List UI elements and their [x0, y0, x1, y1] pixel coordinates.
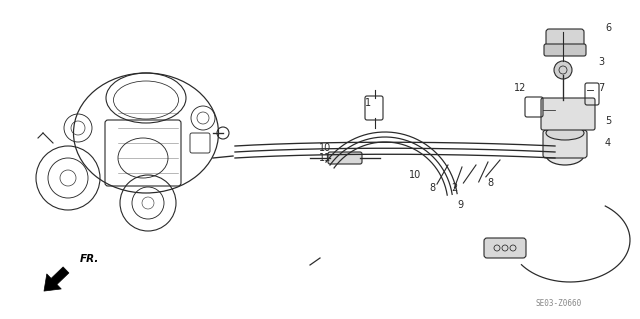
Circle shape: [554, 61, 572, 79]
Text: 3: 3: [598, 57, 604, 67]
FancyBboxPatch shape: [546, 29, 584, 51]
Text: 9: 9: [457, 200, 463, 210]
Text: FR.: FR.: [80, 254, 99, 264]
FancyBboxPatch shape: [541, 98, 595, 130]
Text: 12: 12: [514, 83, 526, 93]
FancyBboxPatch shape: [543, 130, 587, 158]
Ellipse shape: [546, 126, 584, 140]
FancyBboxPatch shape: [328, 152, 362, 164]
Text: 7: 7: [598, 83, 604, 93]
Text: SE03-Z0660: SE03-Z0660: [535, 299, 581, 308]
Text: 1: 1: [365, 98, 371, 108]
Text: 10: 10: [319, 143, 331, 153]
Text: 2: 2: [451, 183, 457, 193]
Ellipse shape: [546, 145, 584, 165]
Text: 10: 10: [409, 170, 421, 180]
FancyBboxPatch shape: [484, 238, 526, 258]
Text: 4: 4: [605, 138, 611, 148]
Text: 5: 5: [605, 116, 611, 126]
Text: 11: 11: [319, 153, 331, 163]
FancyBboxPatch shape: [544, 44, 586, 56]
Text: 8: 8: [487, 178, 493, 188]
Text: 8: 8: [429, 183, 435, 193]
Text: 6: 6: [605, 23, 611, 33]
